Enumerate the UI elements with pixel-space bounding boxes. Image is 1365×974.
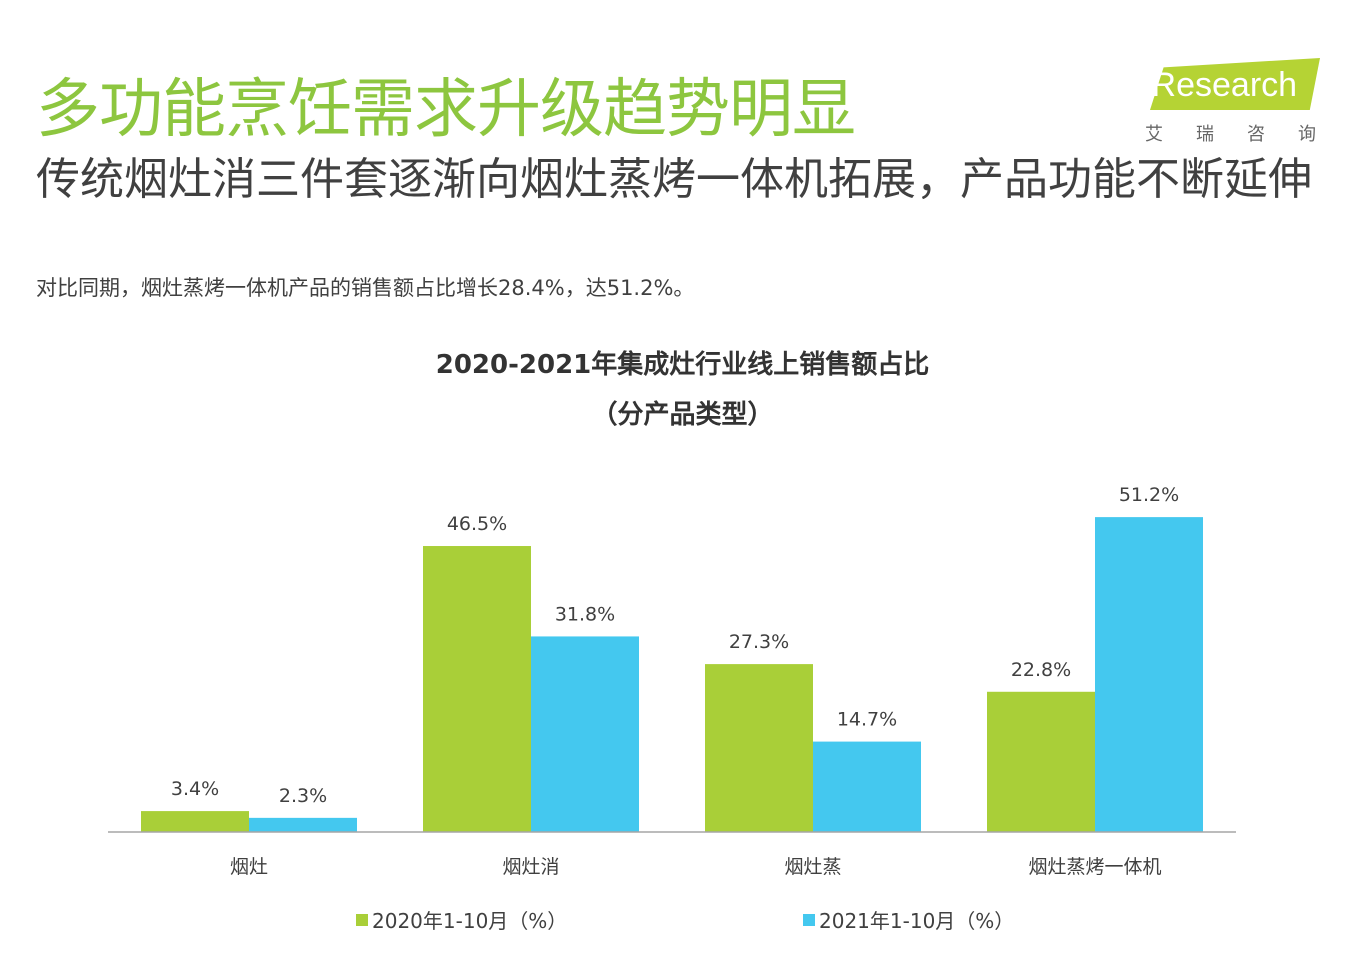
legend-item-2020: 2020年1-10月（%） [356, 905, 567, 934]
data-label: 31.8% [555, 603, 615, 625]
bar [705, 664, 813, 832]
data-label: 46.5% [447, 513, 507, 535]
category-label: 烟灶 [230, 856, 268, 878]
bar [141, 811, 249, 832]
logo-banner [1150, 58, 1320, 110]
legend-label: 2020年1-10月（%） [372, 909, 568, 933]
bar [423, 546, 531, 832]
chart-subtitle: （分产品类型） [591, 400, 774, 430]
page-note: 对比同期，烟灶蒸烤一体机产品的销售额占比增长28.4%，达51.2%。 [36, 276, 695, 300]
chart-title: 2020-2021年集成灶行业线上销售额占比 [435, 350, 930, 380]
category-label: 烟灶蒸烤一体机 [1028, 856, 1161, 878]
logo-text: iResearch [1144, 66, 1298, 104]
bar [531, 636, 639, 832]
page-title: 多功能烹饪需求升级趋势明显 [36, 73, 856, 147]
page-subtitle: 传统烟灶消三件套逐渐向烟灶蒸烤一体机拓展，产品功能不断延伸 [36, 154, 1312, 205]
data-label: 2.3% [279, 785, 327, 807]
data-label: 22.8% [1011, 659, 1071, 681]
data-label: 14.7% [837, 709, 897, 731]
legend-label: 2021年1-10月（%） [819, 909, 1015, 933]
data-label: 51.2% [1119, 484, 1179, 506]
legend-item-2021: 2021年1-10月（%） [803, 905, 1014, 934]
bar [1095, 517, 1203, 832]
legend-swatch [356, 913, 368, 926]
logo-cn: 艾瑞咨询 [1145, 124, 1349, 145]
iresearch-logo: iResearch 艾瑞咨询 [1140, 56, 1325, 146]
bar [249, 817, 357, 832]
category-label: 烟灶蒸 [784, 856, 841, 878]
bar [987, 691, 1095, 832]
bar [813, 741, 921, 832]
category-label: 烟灶消 [502, 856, 559, 878]
data-label: 27.3% [729, 631, 789, 653]
legend-swatch [803, 913, 815, 926]
data-label: 3.4% [171, 778, 219, 800]
